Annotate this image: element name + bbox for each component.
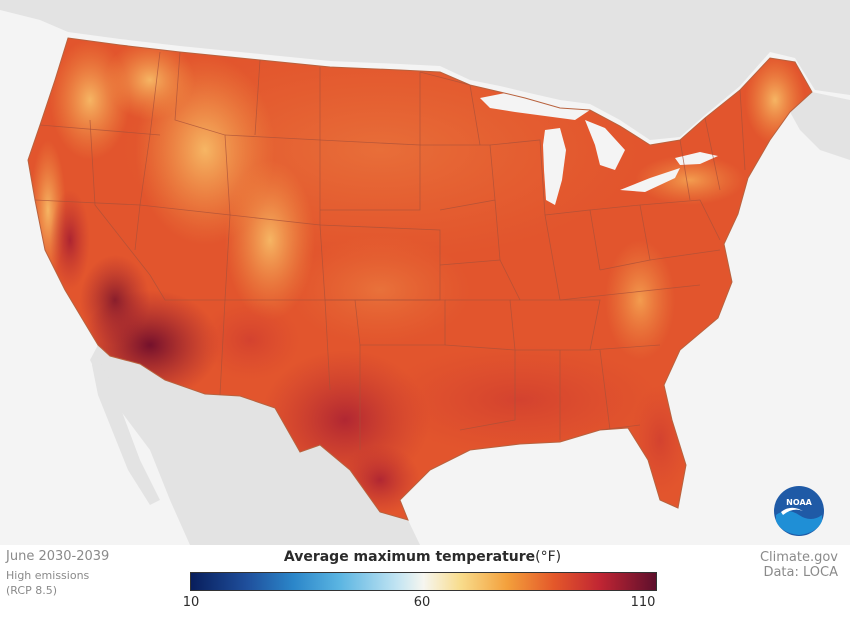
legend-title: Average maximum temperature(°F) bbox=[190, 549, 655, 565]
scenario-line-1: High emissions bbox=[6, 569, 90, 582]
map-area: NOAA bbox=[0, 0, 850, 545]
scale-max-label: 110 bbox=[630, 595, 656, 610]
lake-erie bbox=[620, 168, 680, 192]
temperature-map bbox=[0, 0, 850, 545]
mexico-landmass bbox=[90, 345, 420, 545]
state-boundaries bbox=[34, 51, 746, 450]
emissions-scenario-label: High emissions (RCP 8.5) bbox=[6, 568, 89, 598]
scale-min-label: 10 bbox=[182, 595, 200, 610]
us-border bbox=[27, 37, 813, 521]
footer: June 2030-2039 High emissions (RCP 8.5) … bbox=[0, 545, 850, 625]
time-period-label: June 2030-2039 bbox=[6, 549, 110, 564]
color-scale-bar bbox=[190, 572, 657, 591]
data-credit: Data: LOCA bbox=[763, 565, 838, 580]
scale-mid-label: 60 bbox=[413, 595, 431, 610]
canada-east-landmass bbox=[790, 92, 850, 160]
noaa-logo-text: NOAA bbox=[786, 498, 812, 507]
noaa-logo: NOAA bbox=[774, 486, 824, 536]
legend-unit: (°F) bbox=[535, 549, 562, 565]
source-credit: Climate.gov bbox=[759, 550, 838, 565]
lake-michigan bbox=[543, 128, 566, 205]
legend-title-text: Average maximum temperature bbox=[283, 549, 536, 565]
lake-ontario bbox=[675, 152, 718, 165]
lake-superior bbox=[480, 92, 590, 120]
scenario-line-2: (RCP 8.5) bbox=[6, 584, 57, 597]
baja-peninsula bbox=[92, 355, 160, 505]
lake-huron bbox=[585, 120, 625, 170]
canada-landmass bbox=[0, 0, 850, 140]
